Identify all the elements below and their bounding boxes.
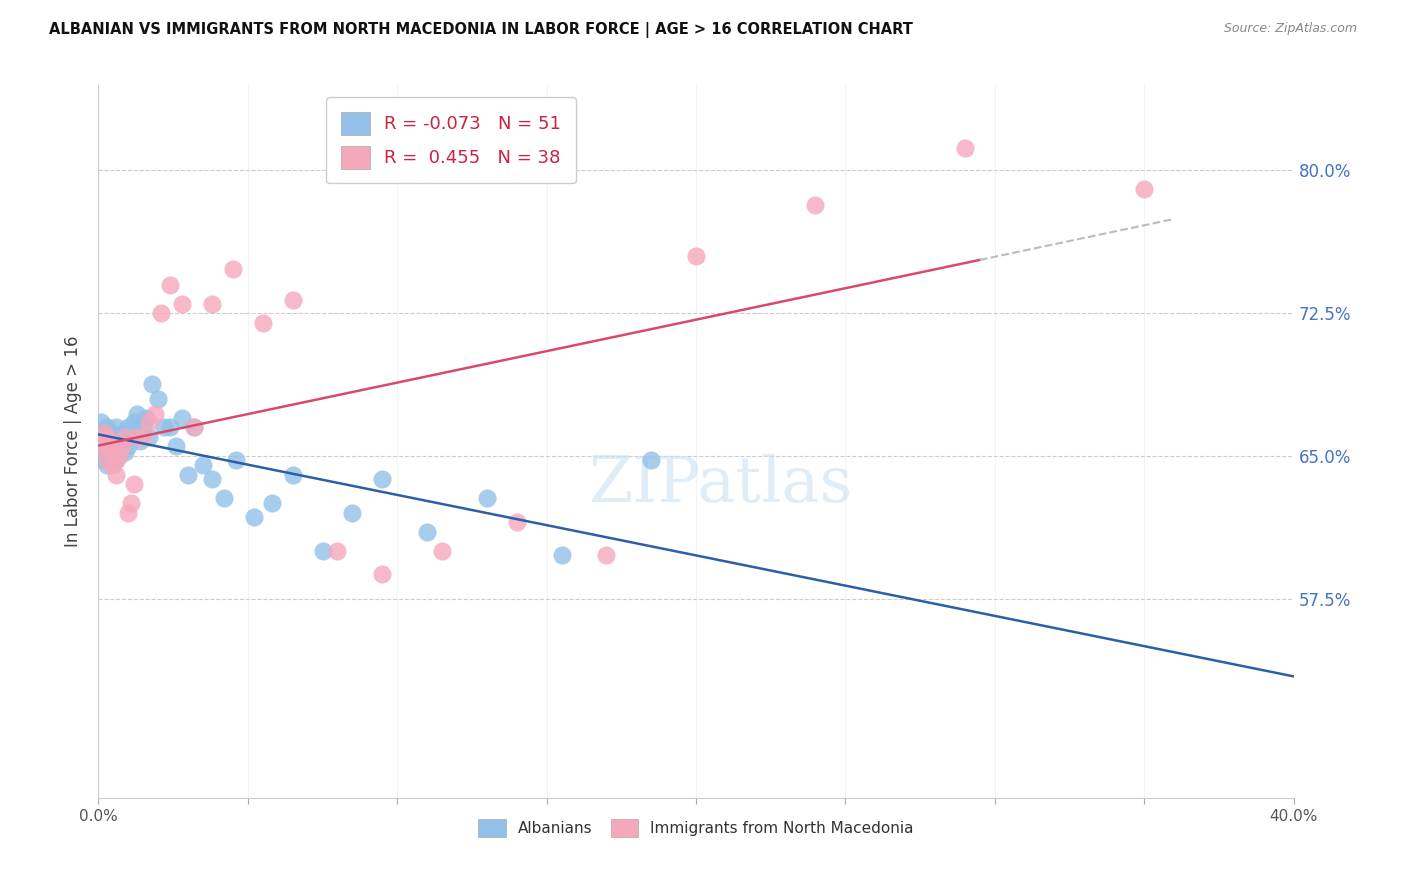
Point [90,445,112,459]
Point [222,262,245,277]
Point [108,430,131,444]
Point [90,439,112,453]
Point [124,415,146,429]
Point [183,420,205,434]
Point [281,293,304,307]
Point [148,392,170,406]
Point [103,449,125,463]
Point [243,509,266,524]
Point [260,496,283,510]
Point [117,420,139,434]
Point [132,420,155,434]
Point [201,296,224,310]
Point [93,434,115,448]
Point [138,430,160,444]
Point [105,452,128,467]
Point [98,445,122,459]
Point [111,425,134,440]
Point [108,449,131,463]
Point [127,407,149,421]
Point [326,544,349,558]
Point [153,420,176,434]
Point [595,548,617,562]
Point [98,425,122,440]
Point [96,420,118,434]
Point [93,425,115,440]
Text: ZIPatlas: ZIPatlas [588,454,852,515]
Point [120,430,142,444]
Point [804,197,827,211]
Point [103,430,125,444]
Point [1133,182,1156,196]
Point [105,467,128,482]
Point [111,439,134,453]
Point [159,420,181,434]
Point [103,458,125,473]
Legend: R = -0.073   N = 51, R =  0.455   N = 38: R = -0.073 N = 51, R = 0.455 N = 38 [326,97,575,184]
Point [311,544,333,558]
Point [138,415,160,429]
Point [150,306,173,320]
Point [117,506,139,520]
Point [159,277,181,292]
Point [93,452,115,467]
Point [506,516,529,530]
Point [96,430,118,444]
Point [550,548,572,562]
Point [120,496,142,510]
Point [114,445,136,459]
Point [685,249,707,263]
Point [127,430,149,444]
Point [132,430,155,444]
Point [416,524,439,539]
Point [371,472,394,486]
Point [103,439,125,453]
Point [96,439,118,453]
Text: Source: ZipAtlas.com: Source: ZipAtlas.com [1223,22,1357,36]
Point [475,491,498,505]
Point [90,415,112,429]
Point [117,439,139,453]
Point [96,452,118,467]
Point [953,140,976,154]
Point [141,376,163,391]
Point [114,430,136,444]
Point [172,296,194,310]
Point [108,439,131,453]
Point [252,316,274,330]
Point [93,430,115,444]
Point [371,566,394,581]
Point [177,467,200,482]
Point [129,434,152,448]
Point [191,458,214,473]
Point [640,452,662,467]
Point [430,544,453,558]
Point [143,407,166,421]
Point [212,491,235,505]
Point [281,467,304,482]
Y-axis label: In Labor Force | Age > 16: In Labor Force | Age > 16 [65,335,83,548]
Point [124,477,146,491]
Point [98,434,122,448]
Point [165,439,187,453]
Point [105,452,128,467]
Point [172,410,194,425]
Point [111,434,134,448]
Point [225,452,247,467]
Point [183,420,205,434]
Point [96,458,118,473]
Text: ALBANIAN VS IMMIGRANTS FROM NORTH MACEDONIA IN LABOR FORCE | AGE > 16 CORRELATIO: ALBANIAN VS IMMIGRANTS FROM NORTH MACEDO… [49,22,912,38]
Point [98,434,122,448]
Point [103,439,125,453]
Point [105,420,128,434]
Point [342,506,364,520]
Point [201,472,224,486]
Point [135,410,157,425]
